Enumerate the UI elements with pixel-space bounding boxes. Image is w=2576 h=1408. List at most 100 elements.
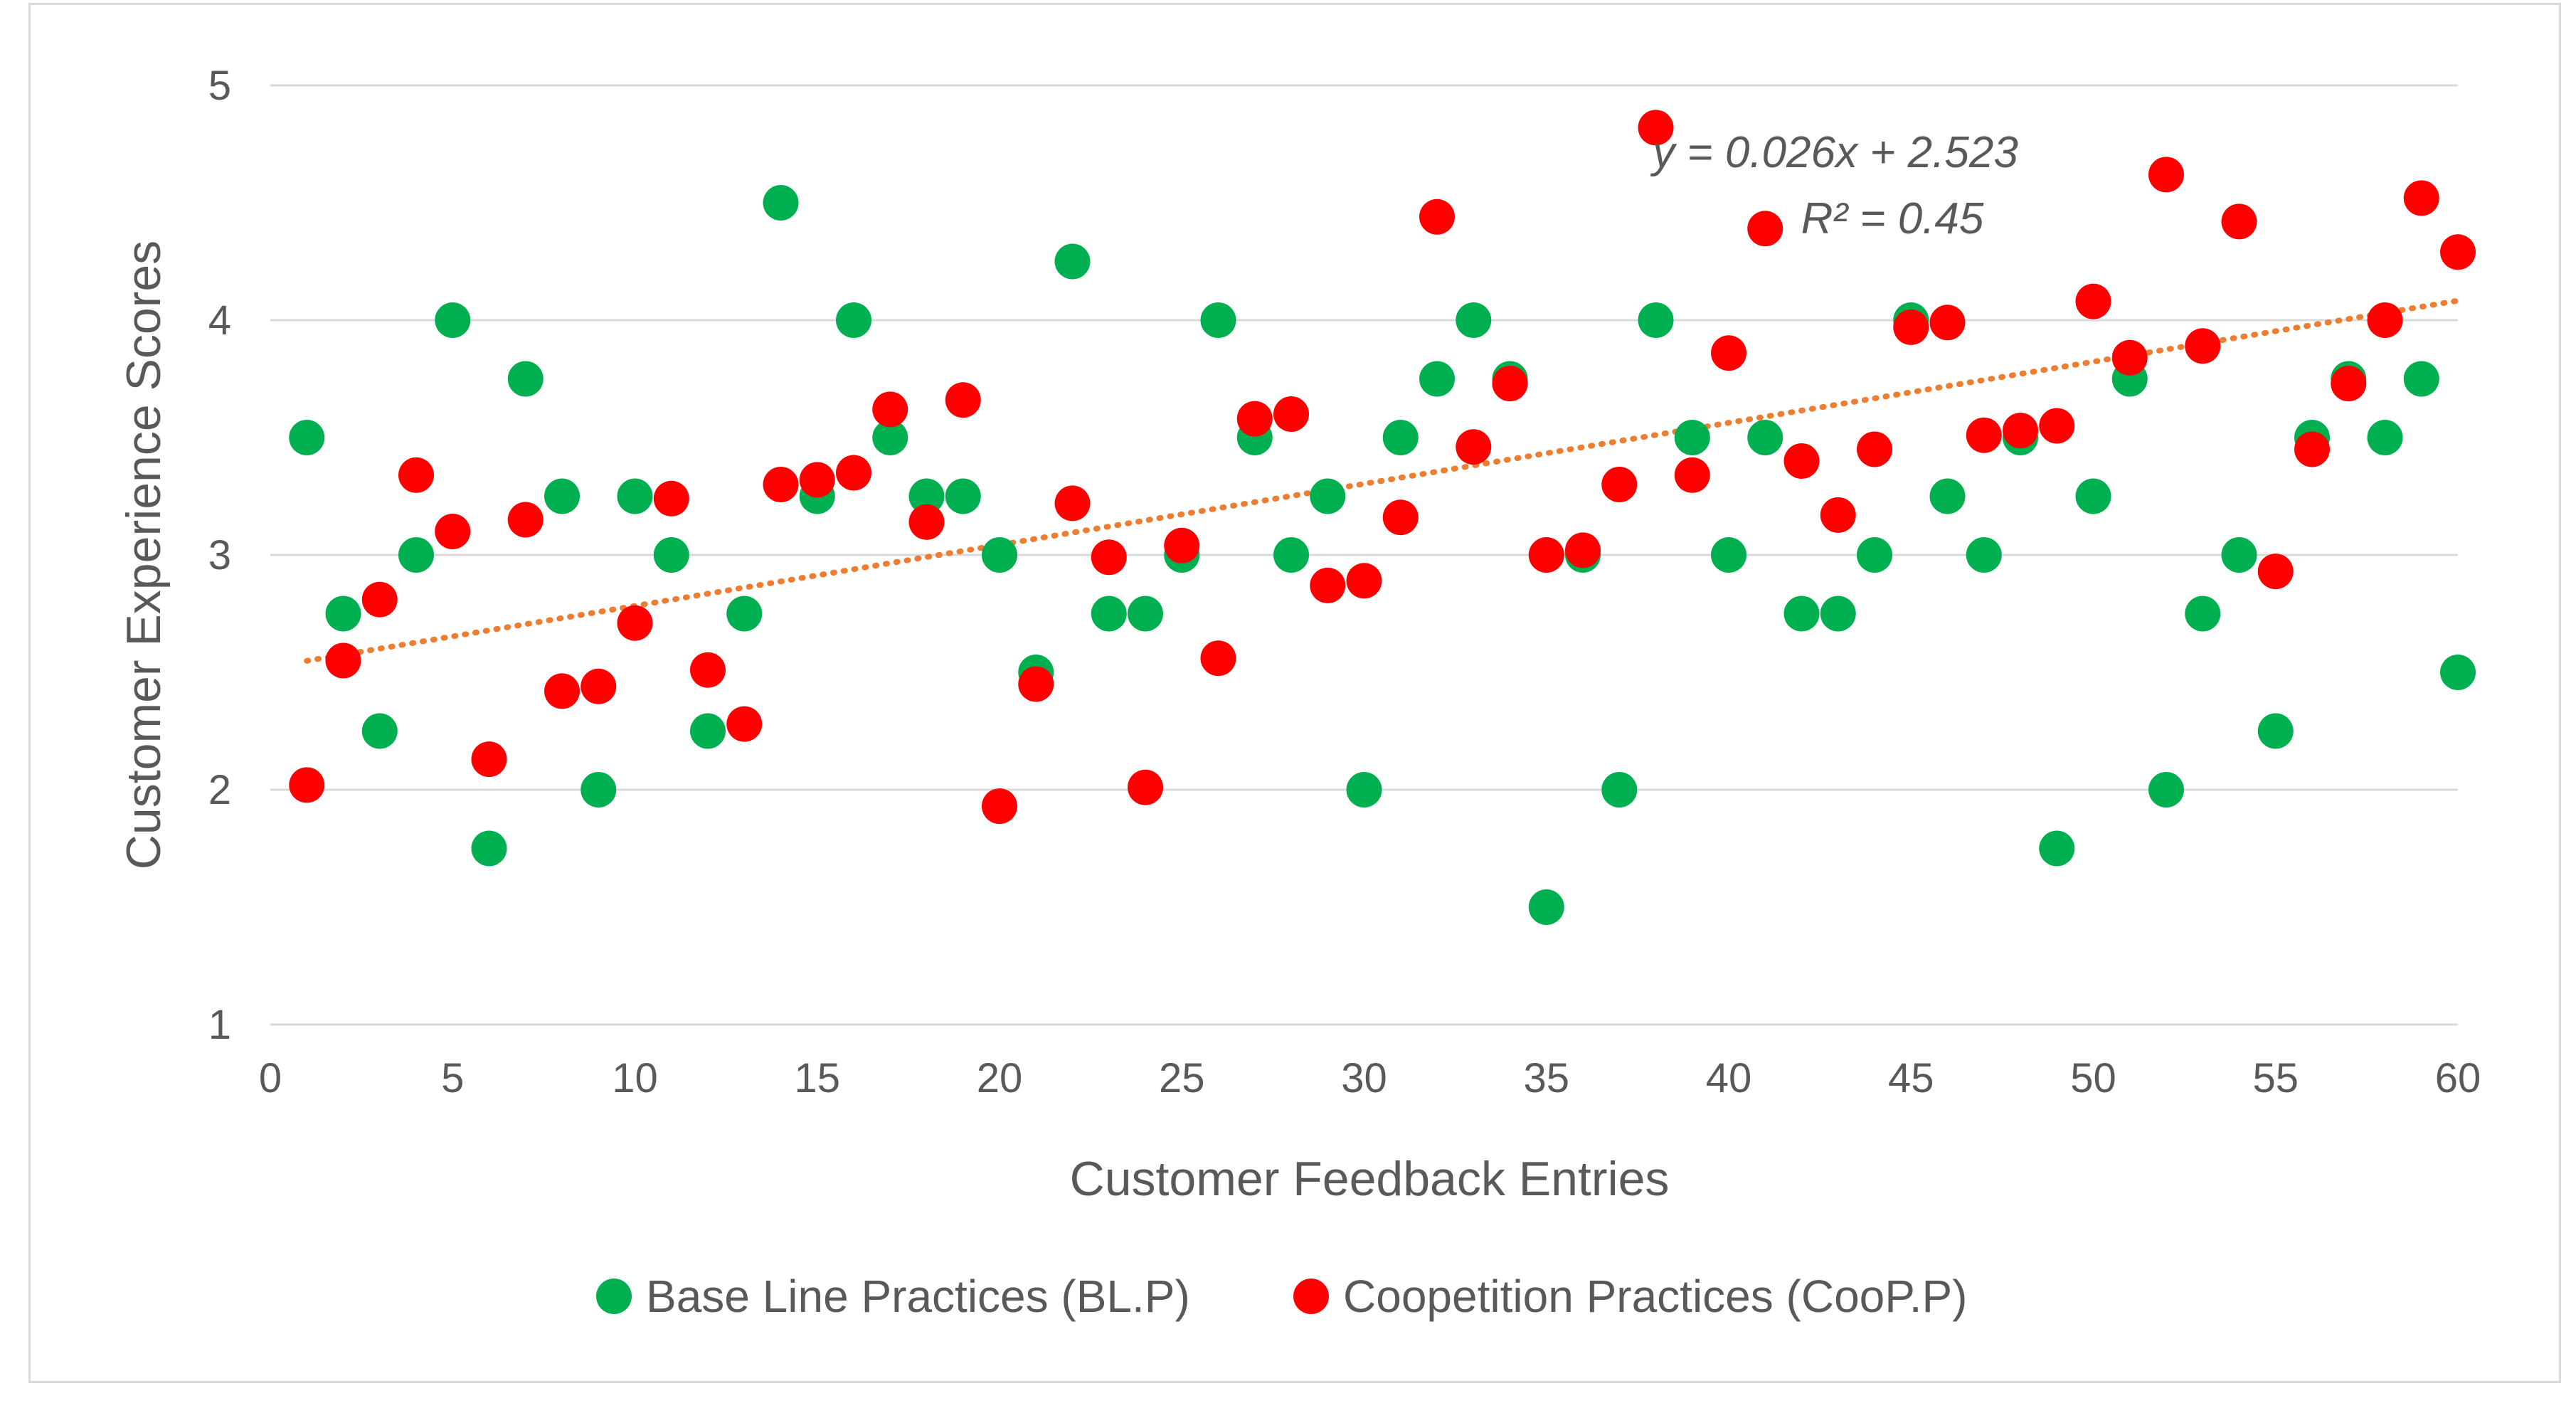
baseline-point [2221, 537, 2257, 573]
coopetition-point [945, 382, 981, 418]
baseline-point [507, 361, 544, 397]
y-tick-label: 5 [208, 63, 231, 109]
coopetition-point [1601, 467, 1638, 502]
legend: Base Line Practices (BL.P) Coopetition P… [596, 1271, 1967, 1322]
coopetition-point [1382, 499, 1419, 536]
x-tick-label: 55 [2252, 1055, 2299, 1101]
y-tick-label: 2 [208, 767, 231, 813]
coopetition-point [1674, 457, 1710, 493]
baseline-point [1200, 302, 1236, 338]
baseline-point [617, 478, 653, 514]
coopetition-point [1929, 305, 1966, 341]
x-tick-label: 40 [1706, 1055, 1752, 1101]
baseline-point [398, 537, 434, 573]
coopetition-point [1346, 563, 1382, 599]
x-tick-label: 35 [1523, 1055, 1569, 1101]
coopetition-point [872, 391, 908, 428]
baseline-point [1310, 478, 1346, 514]
baseline-point [1456, 302, 1492, 338]
baseline-point [2367, 420, 2403, 455]
baseline-point [435, 302, 471, 338]
coopetition-point [2294, 431, 2330, 467]
coopetition-point [2403, 180, 2439, 216]
baseline-point [945, 478, 981, 514]
coopetition-point [1747, 211, 1783, 247]
baseline-point [544, 478, 580, 514]
baseline-point [581, 772, 617, 808]
x-tick-label: 5 [441, 1055, 464, 1101]
baseline-point [653, 537, 689, 573]
baseline-point [2440, 655, 2476, 690]
coopetition-point [1419, 199, 1455, 235]
baseline-point [726, 596, 763, 632]
coopetition-point [1783, 443, 1820, 479]
baseline-point [289, 420, 325, 455]
baseline-point [2075, 478, 2111, 514]
coopetition-point [398, 457, 434, 493]
legend-label-coopetition: Coopetition Practices (CooP.P) [1343, 1271, 1967, 1322]
coopetition-point [1200, 640, 1236, 677]
coopetition-point [2039, 408, 2075, 444]
baseline-point [1528, 889, 1564, 925]
coopetition-point [836, 455, 871, 491]
baseline-point [1783, 596, 1820, 632]
legend-label-baseline: Base Line Practices (BL.P) [646, 1271, 1190, 1322]
coopetition-point [2440, 234, 2476, 270]
baseline-point [836, 302, 871, 338]
x-tick-label: 45 [1888, 1055, 1934, 1101]
coopetition-point [1164, 527, 1200, 563]
baseline-point [2148, 772, 2184, 808]
data-points [289, 110, 2476, 925]
coopetition-point [2367, 302, 2403, 338]
coopetition-point [325, 642, 361, 679]
coopetition-point [361, 581, 398, 618]
baseline-point [361, 713, 398, 749]
coopetition-point [1966, 417, 2002, 453]
coopetition-point [2148, 157, 2184, 193]
x-tick-label: 50 [2070, 1055, 2116, 1101]
baseline-point [1747, 420, 1783, 455]
coopetition-point [908, 504, 945, 540]
coopetition-point [617, 605, 653, 641]
baseline-point [763, 185, 799, 221]
baseline-point [982, 537, 1017, 573]
coopetition-point [1528, 537, 1564, 573]
x-tick-label: 20 [977, 1055, 1023, 1101]
baseline-point [2257, 713, 2294, 749]
baseline-point [1711, 537, 1747, 573]
baseline-point [1273, 537, 1309, 573]
baseline-point [1382, 420, 1419, 455]
baseline-point [690, 713, 726, 749]
chart-frame [28, 3, 2561, 1383]
coopetition-point [507, 502, 544, 538]
coopetition-point [726, 706, 763, 742]
baseline-point [1419, 361, 1455, 397]
baseline-point [1346, 772, 1382, 808]
coopetition-point [544, 673, 580, 709]
baseline-point [2403, 361, 2439, 397]
coopetition-point [1857, 431, 1892, 467]
coopetition-point [1638, 110, 1674, 146]
coopetition-point [471, 741, 507, 778]
baseline-point [1929, 478, 1966, 514]
y-tick-label: 3 [208, 532, 231, 578]
baseline-point [325, 596, 361, 632]
baseline-point [1857, 537, 1892, 573]
coopetition-point [1820, 497, 1856, 533]
coopetition-point [2003, 413, 2038, 449]
coopetition-point [2221, 203, 2257, 240]
baseline-point [1820, 596, 1856, 632]
trendline-equation: y = 0.026x + 2.523 [1650, 128, 2018, 177]
coopetition-point [2331, 366, 2367, 402]
baseline-point [1091, 596, 1127, 632]
coopetition-point [1273, 396, 1309, 432]
baseline-point [872, 420, 908, 455]
baseline-point [1601, 772, 1638, 808]
coopetition-point [1711, 335, 1747, 371]
coopetition-point [982, 788, 1017, 825]
x-axis-title: Customer Feedback Entries [1070, 1152, 1670, 1206]
coopetition-point [581, 668, 617, 704]
coopetition-point [1456, 429, 1492, 465]
